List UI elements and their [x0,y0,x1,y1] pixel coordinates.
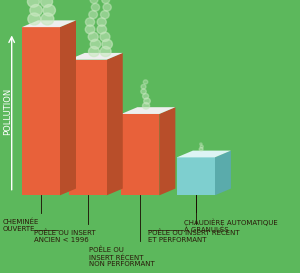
Polygon shape [69,53,123,60]
Circle shape [142,93,148,99]
Circle shape [103,4,111,11]
Polygon shape [177,151,231,157]
Circle shape [30,5,42,16]
Bar [69,60,107,195]
Polygon shape [215,151,231,195]
Circle shape [97,18,106,26]
Circle shape [90,0,98,4]
Polygon shape [159,107,176,195]
Circle shape [100,11,109,19]
Circle shape [100,32,110,41]
Circle shape [141,84,146,89]
Circle shape [199,147,203,151]
Circle shape [144,98,150,104]
Circle shape [28,13,41,25]
Circle shape [85,18,94,26]
Circle shape [141,89,146,94]
Circle shape [89,11,98,19]
Text: CHEMINÉE
OUVERTE: CHEMINÉE OUVERTE [3,218,39,232]
Polygon shape [121,107,176,114]
Circle shape [142,103,150,109]
Text: POÊLE OU INSERT
ANCIEN < 1996: POÊLE OU INSERT ANCIEN < 1996 [34,229,95,242]
Circle shape [102,39,112,49]
Bar [177,157,215,195]
Circle shape [88,46,99,57]
Circle shape [43,5,56,16]
Circle shape [27,0,39,7]
Circle shape [200,145,203,148]
Text: POÊLE OU INSERT RÉCENT
ET PERFORMANT: POÊLE OU INSERT RÉCENT ET PERFORMANT [148,229,239,242]
Circle shape [90,39,101,49]
Circle shape [100,46,111,57]
Circle shape [97,25,106,34]
Polygon shape [107,53,123,195]
Circle shape [102,0,110,4]
Circle shape [200,143,202,145]
Polygon shape [60,20,76,195]
Circle shape [41,13,54,25]
Circle shape [40,0,52,7]
Circle shape [88,32,98,41]
Circle shape [143,80,148,84]
Text: POÊLE OU
INSERT RÉCENT
NON PERFORMANT: POÊLE OU INSERT RÉCENT NON PERFORMANT [89,247,155,268]
Text: POLLUTION: POLLUTION [3,88,12,135]
Polygon shape [22,20,76,27]
Text: CHAUDIÈRE AUTOMATIQUE
À GRANULÉS: CHAUDIÈRE AUTOMATIQUE À GRANULÉS [184,218,278,233]
Circle shape [85,25,95,34]
Bar [22,27,60,195]
Bar [121,114,159,195]
Circle shape [91,4,100,11]
